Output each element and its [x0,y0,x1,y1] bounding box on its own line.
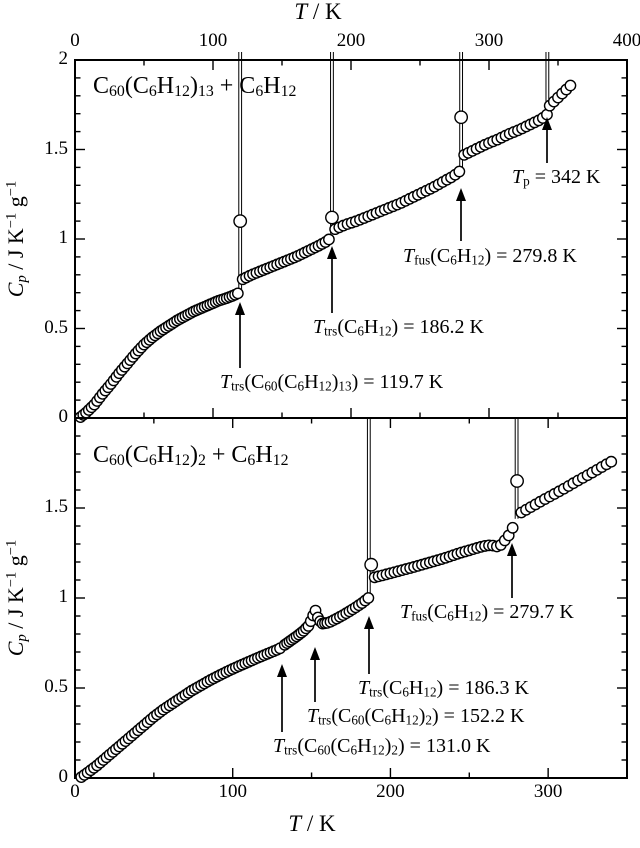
x-axis-title-bottom: T / K [288,811,336,836]
x-tick-label: 400 [612,30,640,51]
y-tick-label: 1.5 [44,496,68,517]
y-tick-label: 2 [58,48,69,69]
y-axis-title: Cp / J K−1 g−1 [2,180,30,298]
annotation-arrowhead [277,664,287,677]
y-tick-label: 0.5 [44,676,68,697]
data-point [605,455,618,468]
data-point [564,79,577,92]
y-tick-label: 0.5 [44,316,68,338]
data-point-outlier [364,557,379,572]
data-point [323,233,335,246]
data-point-outlier [454,110,469,125]
x-tick-label: 300 [533,781,563,802]
annotation-arrowhead [235,302,245,315]
data-point [506,521,519,534]
x-tick-label: 0 [70,30,80,51]
annotation-text: Ttrs(C60(C6H12)2) = 152.2 K [307,705,525,728]
y-axis-title: Cp / J K−1 g−1 [2,539,30,657]
data-point-outlier [325,210,339,225]
annotation-arrowhead [310,647,320,660]
annotation-arrowhead [542,117,552,130]
annotation-arrowhead [507,543,517,556]
x-tick-label: 300 [474,30,504,51]
data-point-outlier [233,214,248,229]
y-tick-label: 0 [58,406,69,427]
annotation-text: Tfus(C6H12) = 279.7 K [400,601,574,624]
x-tick-label: 200 [336,30,366,51]
x-tick-label: 100 [218,781,247,802]
y-tick-label: 1 [58,227,69,248]
annotation-text: Ttrs(C6H12) = 186.2 K [313,316,484,339]
annotation-arrowhead [364,616,374,629]
panel-title: C60(C6H12)13 + C6H12 [93,73,297,101]
annotation-arrowhead [456,188,466,201]
annotation-text: Ttrs(C6H12) = 186.3 K [358,677,529,700]
annotation-arrowhead [327,246,337,259]
annotation-text: Tfus(C6H12) = 279.8 K [403,245,577,268]
x-tick-label: 200 [376,781,405,802]
y-tick-label: 1.5 [44,137,68,159]
data-point [362,592,375,604]
data-point [231,287,244,300]
data-point-outlier [510,474,524,488]
y-tick-label: 1 [58,586,69,607]
annotation-text: Tp = 342 K [512,166,601,189]
x-axis-title-top: T / K [294,0,342,24]
annotation-text: Ttrs(C60(C6H12)2) = 131.0 K [273,735,491,758]
data-point [453,165,466,178]
panel-title: C60(C6H12)2 + C6H12 [93,442,289,470]
annotation-text: Ttrs(C60(C6H12)13) = 119.7 K [220,371,444,394]
x-tick-label: 100 [198,30,228,51]
y-tick-label: 0 [58,766,69,787]
x-tick-label: 0 [70,781,80,802]
